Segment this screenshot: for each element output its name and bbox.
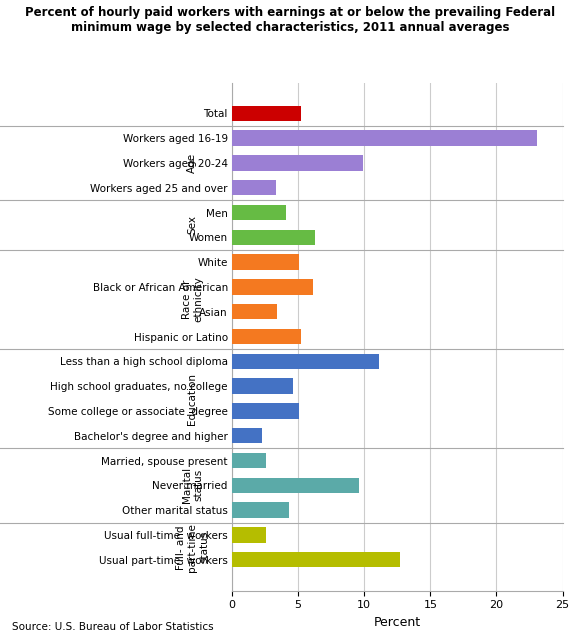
Text: Sex: Sex	[187, 215, 197, 234]
Text: Race or
ethnicity: Race or ethnicity	[182, 276, 203, 322]
Bar	[232, 478, 359, 493]
Text: Education: Education	[187, 373, 197, 425]
Text: Source: U.S. Bureau of Labor Statistics: Source: U.S. Bureau of Labor Statistics	[12, 622, 213, 632]
Text: Marital
status: Marital status	[182, 467, 203, 504]
Bar	[232, 552, 400, 568]
Bar	[232, 255, 299, 270]
Bar	[232, 403, 299, 418]
Bar	[232, 155, 363, 171]
X-axis label: Percent: Percent	[374, 616, 421, 629]
Bar	[232, 230, 316, 245]
Text: Full- and
part-time
status: Full- and part-time status	[176, 523, 209, 572]
Bar	[232, 105, 301, 121]
Bar	[232, 428, 262, 443]
Text: Percent of hourly paid workers with earnings at or below the prevailing Federal
: Percent of hourly paid workers with earn…	[25, 6, 555, 34]
Bar	[232, 527, 266, 543]
Text: Age: Age	[187, 153, 197, 173]
Bar	[232, 205, 286, 220]
Bar	[232, 130, 538, 146]
Bar	[232, 378, 293, 394]
Bar	[232, 354, 379, 369]
Bar	[232, 453, 266, 468]
Bar	[232, 502, 289, 518]
Bar	[232, 304, 277, 319]
Bar	[232, 279, 313, 295]
Bar	[232, 329, 301, 344]
Bar	[232, 180, 276, 196]
